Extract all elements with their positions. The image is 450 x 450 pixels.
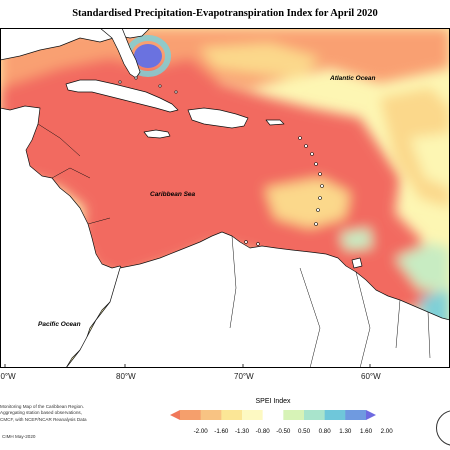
legend-tick-label: 0.50 [297, 428, 311, 435]
longitude-label-60w: 60°W [361, 372, 381, 381]
dry-mild-patch-north [200, 43, 320, 78]
legend-arrow-right [366, 410, 376, 420]
legend-swatch [242, 410, 263, 420]
small-islands [118, 76, 324, 246]
country-borders [37, 123, 431, 368]
puerto-rico [265, 119, 285, 126]
legend-tick-label: -1.30 [234, 428, 250, 435]
jamaica [143, 129, 171, 139]
note-line: CMCF, with NCEP/NCAR Reanalysis Data [0, 416, 87, 422]
wet-mild-patch-caribbean [340, 228, 372, 250]
legend-colorbar [170, 410, 376, 420]
atlantic-ocean-label: Atlantic Ocean [329, 75, 376, 82]
longitude-label-80w: 80°W [116, 372, 136, 381]
legend-tick-label: 2.00 [380, 428, 393, 435]
map-notes: Monitoring Map of the Caribbean Region. … [0, 404, 150, 423]
longitude-label-70w: 70°W [234, 372, 254, 381]
legend-title: SPEI Index [255, 398, 291, 405]
legend-swatch [283, 410, 305, 420]
legend-tick-label: -2.00 [193, 428, 208, 435]
legend-swatch [221, 410, 243, 420]
longitude-ticks [4, 364, 371, 368]
legend-arrow-left [170, 410, 180, 420]
map-title: Standardised Precipitation-Evapotranspir… [72, 8, 378, 19]
wet-strong-patch-florida [134, 44, 162, 68]
note-line: Aggregating station based observations, [0, 410, 82, 416]
legend-tick-label: -1.60 [214, 428, 229, 435]
legend-swatch [304, 410, 325, 420]
spei-map: Atlantic Ocean Caribbean Sea Pacific Oce… [0, 28, 450, 368]
legend-swatch [200, 410, 222, 420]
legend-tick-label: 0.80 [318, 428, 331, 435]
legend-swatch [262, 410, 284, 420]
trinidad [351, 257, 363, 269]
legend-tick-label: 1.60 [359, 428, 373, 435]
near-normal-patch-east [410, 133, 450, 188]
land-masses [0, 28, 450, 368]
legend-swatch [345, 410, 367, 420]
caribbean-sea-label: Caribbean Sea [150, 191, 196, 198]
legend-tick-label: -0.50 [276, 428, 291, 435]
map-svg: Atlantic Ocean Caribbean Sea Pacific Oce… [0, 28, 450, 368]
legend-tick-label: -0.80 [255, 428, 270, 435]
cimh-logo [436, 410, 450, 446]
legend-tick-label: 1.30 [339, 428, 352, 435]
cuba [65, 79, 179, 113]
longitude-label-90w: 90°W [0, 372, 16, 381]
south-america-north-coast [65, 231, 450, 368]
legend-ticks: -2.00 -1.60 -1.30 -0.80 -0.50 0.50 0.80 1.30 1.6… [170, 428, 393, 438]
dry-mild-patch-central [265, 178, 350, 228]
legend-swatch [324, 410, 346, 420]
credit-text: CIMH May-2020 [2, 434, 36, 439]
legend-swatch [180, 410, 201, 420]
hispaniola [187, 107, 249, 129]
florida-peninsula [99, 28, 141, 79]
pacific-ocean-label: Pacific Ocean [38, 321, 81, 328]
note-line: Monitoring Map of the Caribbean Region. [0, 404, 85, 409]
wet-mild-patch-east [395, 243, 450, 290]
spei-legend: SPEI Index -2.00 -1.60 -1.30 -0.80 -0.50 0.50… [170, 398, 393, 438]
